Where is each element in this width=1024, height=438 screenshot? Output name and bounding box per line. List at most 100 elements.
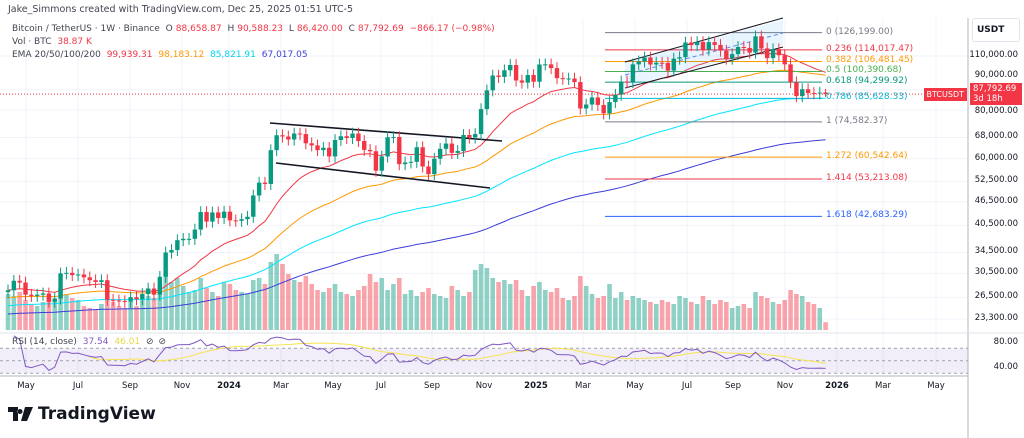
ema-legend[interactable]: EMA 20/50/100/200 99,939.31 98,183.12 85… — [12, 50, 308, 60]
volume-bar — [420, 292, 425, 330]
candle-body — [245, 216, 250, 220]
fib-level-label: 1.414 (53,213.08) — [826, 173, 908, 184]
price-axis-tick: 46,500.00 — [974, 195, 1018, 206]
volume-bar — [484, 268, 490, 330]
volume-bar — [169, 282, 174, 330]
fib-level-label: 0.382 (106,481.45) — [826, 55, 914, 66]
volume-bar — [449, 286, 455, 330]
candle-body — [665, 62, 671, 71]
candle-body — [595, 97, 601, 105]
volume-bar — [537, 282, 542, 330]
volume-bar — [729, 308, 735, 330]
volume-bar — [770, 302, 776, 330]
volume-bar — [52, 300, 58, 330]
volume-bar — [69, 298, 75, 330]
volume-bar — [513, 280, 519, 330]
volume-bar — [75, 300, 81, 330]
volume-bar — [110, 302, 116, 330]
candle-body — [636, 61, 641, 65]
candle-body — [321, 147, 326, 151]
last-price-symbol-label: BTCUSDT — [923, 88, 967, 102]
time-axis-tick: Nov — [173, 381, 191, 391]
last-price-value: 87,792.69 — [973, 84, 1017, 95]
candle-body — [700, 42, 706, 50]
price-axis-tick: 110,000.00 — [969, 49, 1018, 60]
candle-body — [461, 135, 466, 151]
channel-lower-line — [624, 46, 784, 89]
volume-bar — [5, 294, 11, 330]
volume-bar — [151, 298, 157, 330]
volume-bar — [618, 292, 624, 330]
price-axis-tick: 26,500.00 — [974, 291, 1018, 302]
candle-body — [747, 47, 752, 53]
candle-body — [367, 149, 373, 152]
candle-body — [794, 82, 799, 97]
candle-body — [572, 78, 577, 83]
volume-bar — [642, 300, 647, 330]
volume-bar — [104, 286, 110, 330]
candle-body — [145, 288, 151, 295]
candle-body — [782, 55, 787, 65]
candle-body — [17, 280, 22, 283]
candle-body — [297, 133, 303, 135]
candle-body — [654, 62, 659, 65]
candle-body — [315, 145, 320, 151]
volume-bar — [87, 308, 93, 330]
close-label: C — [348, 24, 355, 34]
currency-selector[interactable]: USDT — [972, 18, 1020, 42]
candle-body — [613, 94, 618, 103]
eye-off-icon[interactable]: ⊘ — [158, 337, 166, 347]
candle-body — [309, 143, 314, 146]
symbol-legend: Bitcoin / TetherUS · 1W · Binance O 88,65… — [12, 24, 498, 34]
candle-body — [303, 134, 309, 144]
eye-off-icon[interactable]: ⊘ — [146, 337, 154, 347]
candle-body — [729, 54, 735, 59]
candle-body — [543, 64, 548, 66]
volume-bar — [396, 278, 402, 330]
volume-bar — [607, 284, 612, 330]
candle-body — [192, 229, 198, 239]
symbol-name[interactable]: Bitcoin / TetherUS · 1W · Binance — [12, 24, 160, 34]
volume-legend[interactable]: Vol · BTC 38.87 K — [12, 37, 92, 47]
volume-bar — [221, 282, 227, 330]
candle-body — [502, 70, 507, 77]
candle-body — [776, 49, 782, 56]
candle-body — [706, 42, 711, 50]
candle-body — [379, 156, 384, 171]
volume-bar — [227, 284, 233, 330]
candle-body — [58, 273, 63, 299]
last-price-label: 87,792.69 3d 18h — [970, 83, 1022, 106]
time-axis-tick: 2026 — [825, 381, 849, 391]
candle-body — [268, 150, 273, 184]
candle-body — [432, 158, 437, 175]
time-axis-tick: Sep — [423, 381, 441, 391]
volume-bar — [17, 292, 22, 330]
price-axis-tick: 52,500.00 — [974, 175, 1018, 186]
high-value: 90,588.23 — [237, 24, 284, 34]
candle-body — [677, 57, 682, 59]
candle-body — [490, 75, 495, 91]
candle-body — [40, 293, 46, 295]
volume-bar — [414, 296, 420, 330]
volume-bar — [794, 294, 799, 330]
candle-body — [800, 89, 805, 97]
candle-body — [327, 147, 332, 157]
candle-body — [735, 46, 741, 55]
candle-body — [227, 211, 233, 221]
candle-body — [338, 136, 344, 140]
volume-bar — [297, 282, 303, 330]
volume-bar — [291, 280, 297, 330]
volume-bar — [163, 274, 168, 330]
candle-body — [823, 92, 828, 95]
low-label: L — [288, 24, 294, 34]
volume-bar — [122, 308, 128, 330]
candle-body — [759, 36, 764, 49]
tradingview-logo[interactable]: TradingView — [8, 404, 156, 424]
candle-body — [110, 299, 116, 301]
candle-body — [99, 280, 104, 282]
volume-bar — [326, 288, 332, 330]
candle-body — [402, 162, 408, 165]
volume-bar — [700, 296, 706, 330]
rsi-legend[interactable]: RSI (14, close) 37.54 46.01 ⊘ ⊘ — [12, 337, 166, 347]
